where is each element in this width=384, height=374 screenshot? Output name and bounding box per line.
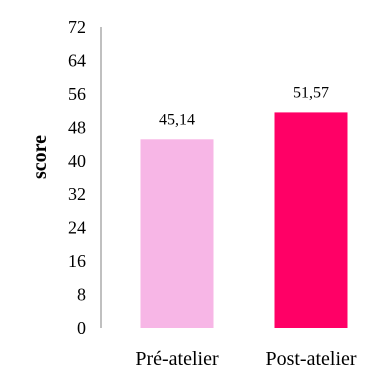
- value-label: 45,14: [159, 111, 195, 128]
- y-tick-label: 72: [68, 17, 86, 37]
- y-tick-label: 16: [68, 251, 86, 271]
- y-tick-label: 64: [68, 50, 86, 70]
- value-label: 51,57: [293, 84, 329, 101]
- y-tick-label: 8: [77, 285, 86, 305]
- bar-pre-atelier: [140, 139, 214, 328]
- y-axis-ticks: 0 8 16 24 32 40 48 56 64 72: [68, 17, 86, 338]
- bars: [140, 112, 348, 328]
- category-label: Post-atelier: [265, 348, 356, 370]
- category-label: Pré-atelier: [135, 348, 219, 370]
- y-tick-label: 32: [68, 184, 86, 204]
- y-tick-label: 40: [68, 151, 86, 171]
- y-tick-label: 0: [77, 318, 86, 338]
- category-labels: Pré-atelier Post-atelier: [135, 348, 357, 370]
- y-tick-label: 24: [68, 218, 86, 238]
- y-tick-label: 56: [68, 84, 86, 104]
- y-axis-title: score: [29, 135, 51, 179]
- value-labels: 45,14 51,57: [159, 84, 329, 128]
- bar-post-atelier: [274, 112, 348, 328]
- y-tick-label: 48: [68, 117, 86, 137]
